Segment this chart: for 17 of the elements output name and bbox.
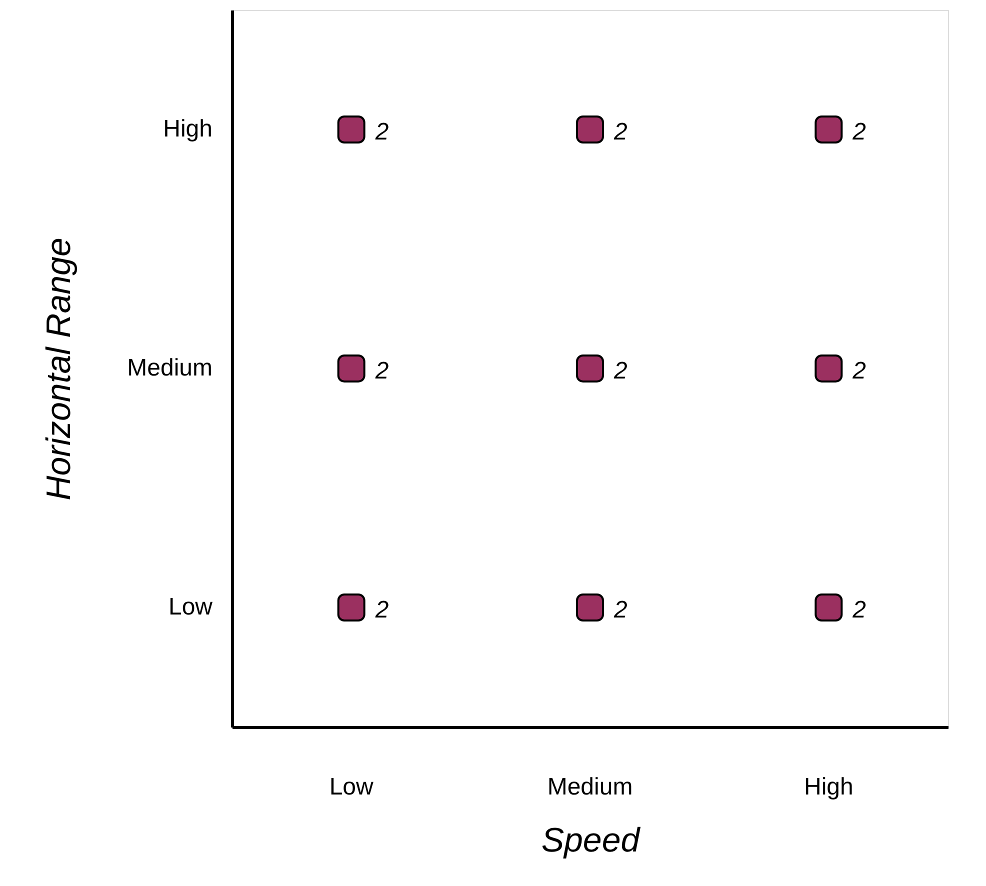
data-label: 2 — [852, 596, 866, 624]
data-label: 2 — [613, 596, 628, 624]
x-axis-title: Speed — [541, 822, 641, 860]
x-tick-label: High — [804, 774, 854, 800]
data-label: 2 — [374, 358, 389, 384]
data-label: 2 — [852, 358, 866, 384]
data-label: 2 — [374, 118, 389, 146]
y-tick-label: High — [163, 116, 212, 142]
x-tick-label: Low — [329, 774, 374, 800]
y-axis-title: Horizontal Range — [40, 238, 78, 500]
y-tick-label: Low — [168, 594, 214, 620]
data-label: 2 — [852, 118, 866, 146]
x-tick-label: Medium — [547, 774, 633, 800]
data-label: 2 — [613, 118, 628, 146]
data-label: 2 — [613, 358, 628, 384]
y-tick-label: Medium — [127, 354, 212, 382]
data-label: 2 — [374, 596, 389, 624]
